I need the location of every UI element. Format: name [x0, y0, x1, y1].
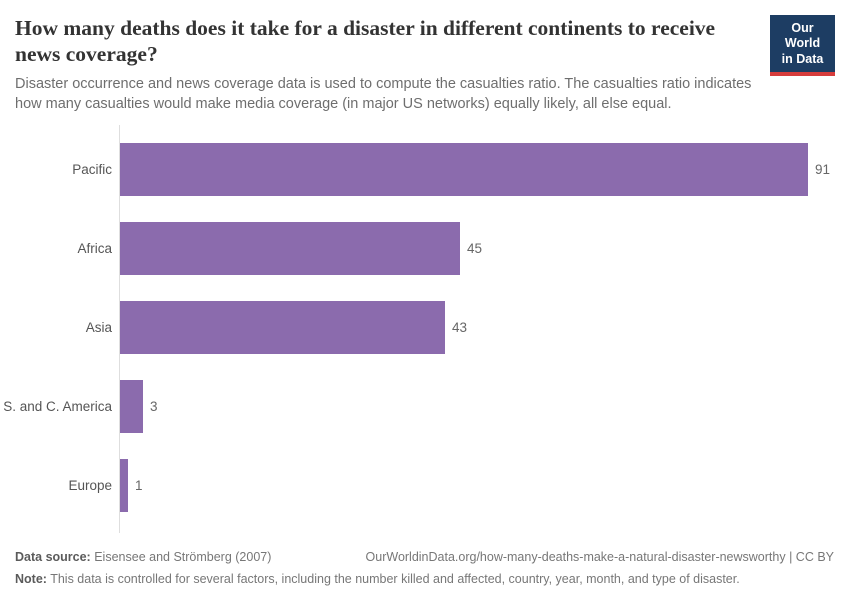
- value-label-africa: 45: [467, 240, 483, 256]
- chart-row-asia: Asia 43: [0, 288, 850, 367]
- category-label-pacific: Pacific: [72, 161, 112, 177]
- bar-track-s-and-c-america: 3: [120, 379, 850, 433]
- category-label-s-and-c-america: S. and C. America: [3, 398, 112, 414]
- note-label: Note:: [15, 572, 47, 587]
- value-label-s-and-c-america: 3: [150, 398, 158, 414]
- bar-rows: Pacific 91 Africa 45 Asia 43 S. and C. America…: [0, 130, 850, 525]
- owid-logo[interactable]: Our World in Data: [770, 15, 835, 76]
- value-label-pacific: 91: [815, 161, 831, 177]
- chart-footer: Data source: Eisensee and Strömberg (200…: [0, 549, 850, 600]
- bar-track-africa: 45: [120, 221, 850, 275]
- bar-pacific[interactable]: [120, 142, 808, 196]
- owid-logo-line1: Our World: [784, 21, 821, 51]
- y-axis-line: [119, 124, 120, 533]
- bar-asia[interactable]: [120, 300, 445, 354]
- bar-europe[interactable]: [120, 458, 128, 512]
- footer-url: OurWorldinData.org/how-many-deaths-make-…: [365, 550, 834, 565]
- value-label-asia: 43: [452, 319, 468, 335]
- chart-row-africa: Africa 45: [0, 209, 850, 288]
- chart-subtitle: Disaster occurrence and news coverage da…: [15, 76, 752, 112]
- footer-note: Note: This data is controlled for severa…: [15, 571, 834, 588]
- bar-track-asia: 43: [120, 300, 850, 354]
- category-label-europe: Europe: [68, 477, 112, 493]
- value-label-europe: 1: [135, 477, 143, 493]
- title-block: How many deaths does it take for a disas…: [15, 15, 770, 114]
- data-source-value: Eisensee and Strömberg (2007): [94, 550, 272, 565]
- bar-chart: Pacific 91 Africa 45 Asia 43 S. and C. America…: [0, 124, 850, 533]
- category-label-africa: Africa: [77, 240, 112, 256]
- chart-row-pacific: Pacific 91: [0, 130, 850, 209]
- bar-track-pacific: 91: [120, 142, 850, 196]
- bar-africa[interactable]: [120, 221, 460, 275]
- bar-track-europe: 1: [120, 458, 850, 512]
- page-title: How many deaths does it take for a disas…: [15, 16, 716, 67]
- bar-s-and-c-america[interactable]: [120, 379, 143, 433]
- chart-header: How many deaths does it take for a disas…: [0, 0, 850, 114]
- footer-line1: Data source: Eisensee and Strömberg (200…: [15, 549, 834, 566]
- chart-row-europe: Europe 1: [0, 446, 850, 525]
- note-value: This data is controlled for several fact…: [50, 572, 740, 587]
- chart-row-s-and-c-america: S. and C. America 3: [0, 367, 850, 446]
- owid-logo-line2: in Data: [781, 51, 824, 66]
- category-label-asia: Asia: [85, 319, 112, 335]
- data-source: Data source: Eisensee and Strömberg (200…: [15, 549, 271, 566]
- data-source-label: Data source:: [15, 550, 91, 565]
